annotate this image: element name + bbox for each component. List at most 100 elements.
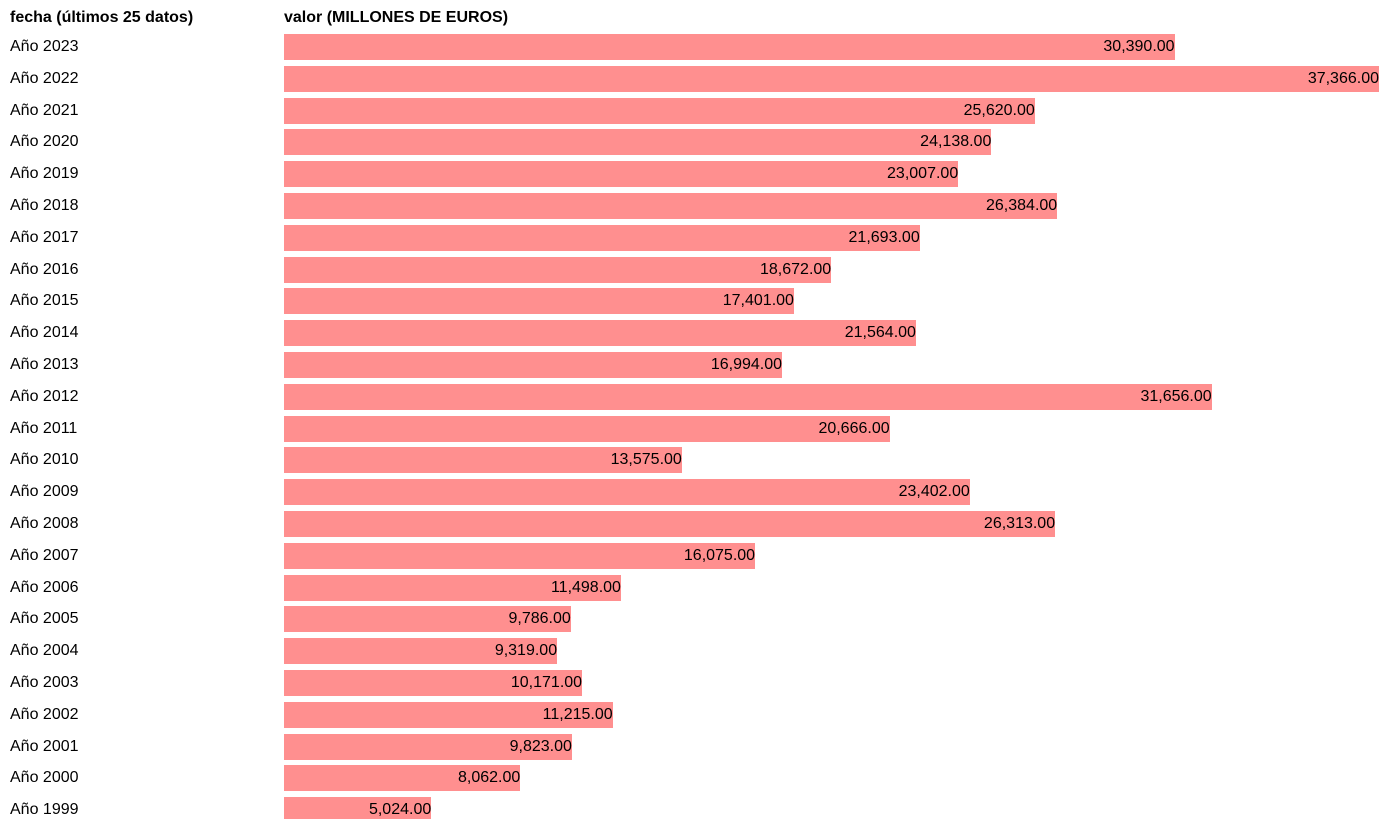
bar-row: Año 2017 21,693.00 (0, 223, 1393, 255)
category-label: Año 2016 (10, 260, 79, 278)
bar-row: Año 2014 21,564.00 (0, 318, 1393, 350)
value-label: 16,075.00 (683, 546, 756, 564)
bar-row: Año 2001 9,823.00 (0, 732, 1393, 764)
bar (284, 606, 571, 633)
bar-row: Año 2022 37,366.00 (0, 64, 1393, 96)
value-label: 16,994.00 (710, 356, 783, 373)
value-label: 26,384.00 (986, 197, 1058, 214)
bar (284, 415, 890, 442)
bar-row: Año 1999 5,024.00 (0, 795, 1393, 819)
bar (284, 288, 794, 315)
bar (284, 701, 613, 728)
bar-row: Año 2004 9,319.00 (0, 636, 1393, 668)
bar (284, 574, 621, 601)
bar (284, 34, 1175, 60)
value-label: 26,313.00 (983, 515, 1056, 532)
category-label: Año 2002 (10, 705, 79, 723)
bar (284, 383, 1212, 410)
bar-row: Año 2006 11,498.00 (0, 573, 1393, 605)
bar-row: Año 2002 11,215.00 (0, 700, 1393, 732)
category-label: Año 2021 (10, 101, 79, 119)
bar (284, 97, 1035, 124)
category-label: Año 2011 (10, 419, 78, 437)
value-label: 9,786.00 (508, 610, 571, 628)
category-label: Año 2003 (10, 674, 79, 691)
category-label: Año 2012 (10, 387, 79, 405)
value-label: 37,366.00 (1307, 69, 1379, 87)
bar-row: Año 2020 24,138.00 (0, 127, 1393, 159)
bar-row: Año 2015 17,401.00 (0, 286, 1393, 318)
bar-row: Año 2013 16,994.00 (0, 350, 1393, 382)
category-label: Año 2010 (10, 451, 79, 469)
category-label: Año 2001 (10, 737, 79, 755)
bar (284, 797, 432, 819)
bar (284, 352, 782, 378)
value-label: 24,138.00 (920, 133, 992, 151)
category-label: Año 2008 (10, 515, 79, 532)
bar (284, 542, 756, 569)
category-label: Año 1999 (10, 801, 79, 819)
bar (284, 224, 920, 251)
category-label: Año 2000 (10, 769, 79, 787)
value-label: 20,666.00 (818, 419, 890, 437)
value-label: 9,319.00 (494, 642, 558, 660)
value-label: 23,402.00 (898, 483, 970, 501)
category-label: Año 2006 (10, 578, 79, 596)
value-label: 18,672.00 (760, 260, 832, 278)
bar (284, 670, 583, 696)
value-label: 9,823.00 (509, 737, 572, 755)
category-label: Año 2023 (10, 38, 79, 55)
value-label: 5,024.00 (368, 801, 432, 819)
category-label: Año 2014 (10, 324, 79, 342)
category-label: Año 2005 (10, 610, 79, 628)
bar (284, 733, 572, 760)
category-label: Año 2018 (10, 197, 79, 214)
value-label: 11,498.00 (550, 578, 621, 596)
value-label: 11,215.00 (542, 705, 613, 723)
bar (284, 161, 959, 188)
bar (284, 479, 970, 506)
bar-row: Año 2021 25,620.00 (0, 96, 1393, 128)
bar-row: Año 2018 26,384.00 (0, 191, 1393, 223)
bar (284, 129, 992, 156)
category-label: Año 2009 (10, 483, 79, 501)
bar (284, 193, 1058, 219)
bar (284, 511, 1056, 537)
bar-row: Año 2010 13,575.00 (0, 445, 1393, 477)
value-label: 25,620.00 (963, 101, 1035, 119)
bar-row: Año 2011 20,666.00 (0, 414, 1393, 446)
bar-row: Año 2016 18,672.00 (0, 255, 1393, 287)
value-label: 31,656.00 (1140, 387, 1212, 405)
category-column-header: fecha (últimos 25 datos) (10, 9, 194, 26)
category-label: Año 2015 (10, 292, 79, 310)
category-label: Año 2007 (10, 546, 79, 564)
category-label: Año 2019 (10, 165, 79, 183)
bar (284, 320, 916, 347)
bar-row: Año 2000 8,062.00 (0, 763, 1393, 795)
bar (284, 765, 521, 792)
value-label: 10,171.00 (510, 674, 583, 691)
bar (284, 256, 832, 283)
category-label: Año 2020 (10, 133, 79, 151)
category-label: Año 2013 (10, 356, 79, 373)
value-label: 23,007.00 (887, 165, 959, 183)
value-label: 13,575.00 (610, 451, 682, 469)
value-label: 21,693.00 (848, 228, 920, 246)
category-label: Año 2022 (10, 69, 79, 87)
bar (284, 638, 558, 665)
bar (284, 447, 682, 474)
bar-row: Año 2019 23,007.00 (0, 159, 1393, 191)
bar-row: Año 2012 31,656.00 (0, 382, 1393, 414)
bar-row: Año 2023 30,390.00 (0, 32, 1393, 64)
bar (284, 65, 1379, 92)
bar-row: Año 2005 9,786.00 (0, 604, 1393, 636)
bar-row: Año 2007 16,075.00 (0, 541, 1393, 573)
bar-row: Año 2009 23,402.00 (0, 477, 1393, 509)
value-label: 30,390.00 (1103, 38, 1175, 55)
category-label: Año 2017 (10, 228, 79, 246)
value-label: 17,401.00 (722, 292, 794, 310)
bar-row: Año 2003 10,171.00 (0, 668, 1393, 700)
value-column-header: valor (MILLONES DE EUROS) (284, 9, 509, 26)
value-label: 8,062.00 (457, 769, 521, 787)
category-label: Año 2004 (10, 642, 79, 660)
